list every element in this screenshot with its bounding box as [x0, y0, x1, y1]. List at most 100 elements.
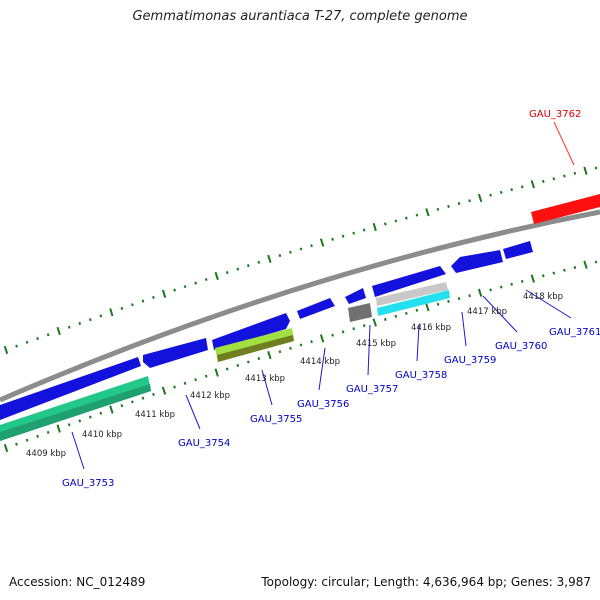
minor-tick: [436, 207, 440, 211]
gene-gau-3758[interactable]: [372, 266, 446, 297]
minor-tick: [415, 213, 419, 217]
minor-tick: [141, 396, 145, 400]
topology-summary: Topology: circular; Length: 4,636,964 bp…: [261, 575, 591, 589]
major-tick: [319, 238, 325, 247]
gene-label-gau-3756[interactable]: GAU_3756: [297, 399, 349, 410]
minor-tick: [120, 404, 124, 408]
minor-tick: [457, 296, 461, 301]
gene-gau-3756[interactable]: [297, 298, 335, 319]
minor-tick: [405, 216, 408, 220]
kbp-label: 4412 kbp: [190, 391, 230, 401]
gene-gau-3754[interactable]: [143, 338, 208, 368]
minor-tick: [310, 244, 313, 248]
inner-tick-track: [3, 260, 598, 453]
gene-label-gau-3757[interactable]: GAU_3757: [346, 384, 398, 395]
gene-label-gau-3761[interactable]: GAU_3761: [549, 327, 600, 338]
minor-tick: [499, 285, 503, 289]
minor-tick: [236, 267, 240, 271]
minor-tick: [510, 282, 514, 286]
minor-tick: [225, 367, 229, 371]
minor-tick: [299, 247, 303, 251]
minor-tick: [278, 253, 282, 258]
gene-silver[interactable]: [376, 282, 448, 306]
major-tick: [109, 405, 114, 414]
minor-tick: [341, 234, 345, 238]
gene-label-gau-3754[interactable]: GAU_3754: [178, 438, 230, 449]
gene-gau-3759[interactable]: [451, 250, 503, 273]
minor-tick: [173, 385, 176, 389]
minor-tick: [310, 340, 313, 344]
minor-tick: [499, 190, 503, 195]
minor-tick: [405, 311, 408, 315]
minor-tick: [362, 228, 366, 232]
minor-tick: [468, 294, 471, 298]
minor-tick: [152, 295, 155, 300]
major-tick: [3, 443, 9, 453]
kbp-label: 4411 kbp: [135, 410, 175, 420]
minor-tick: [331, 237, 334, 241]
minor-tick: [204, 277, 208, 282]
major-tick: [530, 180, 535, 189]
minor-tick: [78, 419, 82, 423]
major-tick: [477, 288, 483, 297]
gene-gau-3762[interactable]: [531, 194, 600, 224]
major-tick: [214, 368, 219, 377]
minor-tick: [331, 333, 334, 337]
gene-gau-3753[interactable]: [0, 357, 141, 420]
gene-lime-shade: [217, 335, 294, 362]
minor-tick: [541, 179, 545, 184]
minor-tick: [204, 374, 208, 378]
genome-title: Gemmatimonas aurantiaca T-27, complete g…: [132, 9, 468, 24]
kbp-label-group: 4409 kbp 4410 kbp 4411 kbp 4412 kbp 4413 kbp…: [26, 292, 563, 459]
minor-tick: [246, 264, 250, 268]
kbp-label: 4413 kbp: [245, 374, 285, 384]
major-tick: [3, 345, 9, 355]
minor-tick: [257, 260, 261, 264]
major-tick: [214, 271, 219, 281]
minor-tick: [541, 274, 545, 278]
gene-label-gau-3758[interactable]: GAU_3758: [395, 370, 447, 381]
connector-gau-3756: [318, 347, 326, 391]
major-tick: [372, 222, 377, 232]
gene-label-gau-3753[interactable]: GAU_3753: [62, 478, 114, 489]
minor-tick: [552, 271, 556, 275]
minor-tick: [594, 166, 598, 170]
major-tick: [161, 386, 167, 395]
minor-tick: [468, 199, 471, 203]
gene-grey-small[interactable]: [348, 303, 372, 322]
minor-tick: [183, 381, 187, 385]
minor-tick: [278, 350, 282, 354]
gene-gau-3757[interactable]: [345, 288, 366, 304]
kbp-label: 4417 kbp: [467, 307, 507, 317]
minor-tick: [394, 219, 398, 223]
major-tick: [267, 350, 272, 360]
minor-tick: [352, 231, 356, 235]
minor-tick: [152, 392, 155, 397]
connector-gau-3762: [553, 121, 575, 166]
minor-tick: [489, 193, 492, 197]
major-tick: [56, 326, 61, 336]
minor-tick: [183, 285, 187, 289]
minor-tick: [257, 357, 261, 361]
minor-tick: [394, 314, 398, 318]
minor-tick: [141, 299, 145, 303]
gene-cyan[interactable]: [377, 290, 450, 316]
gene-label-gau-3762[interactable]: GAU_3762: [529, 109, 581, 120]
gene-label-gau-3755[interactable]: GAU_3755: [250, 414, 302, 425]
minor-tick: [88, 415, 92, 419]
minor-tick: [289, 346, 292, 350]
minor-tick: [594, 260, 598, 264]
minor-tick: [173, 288, 176, 292]
gene-label-gau-3760[interactable]: GAU_3760: [495, 341, 547, 352]
minor-tick: [99, 411, 103, 415]
minor-tick: [289, 250, 292, 254]
minor-tick: [415, 308, 419, 312]
gene-gau-3755[interactable]: [212, 313, 290, 350]
minor-tick: [563, 174, 566, 178]
major-tick: [161, 289, 167, 298]
minor-tick: [120, 306, 124, 311]
kbp-label: 4416 kbp: [411, 323, 451, 333]
gene-gau-3760[interactable]: [503, 241, 533, 259]
gene-label-gau-3759[interactable]: GAU_3759: [444, 355, 496, 366]
